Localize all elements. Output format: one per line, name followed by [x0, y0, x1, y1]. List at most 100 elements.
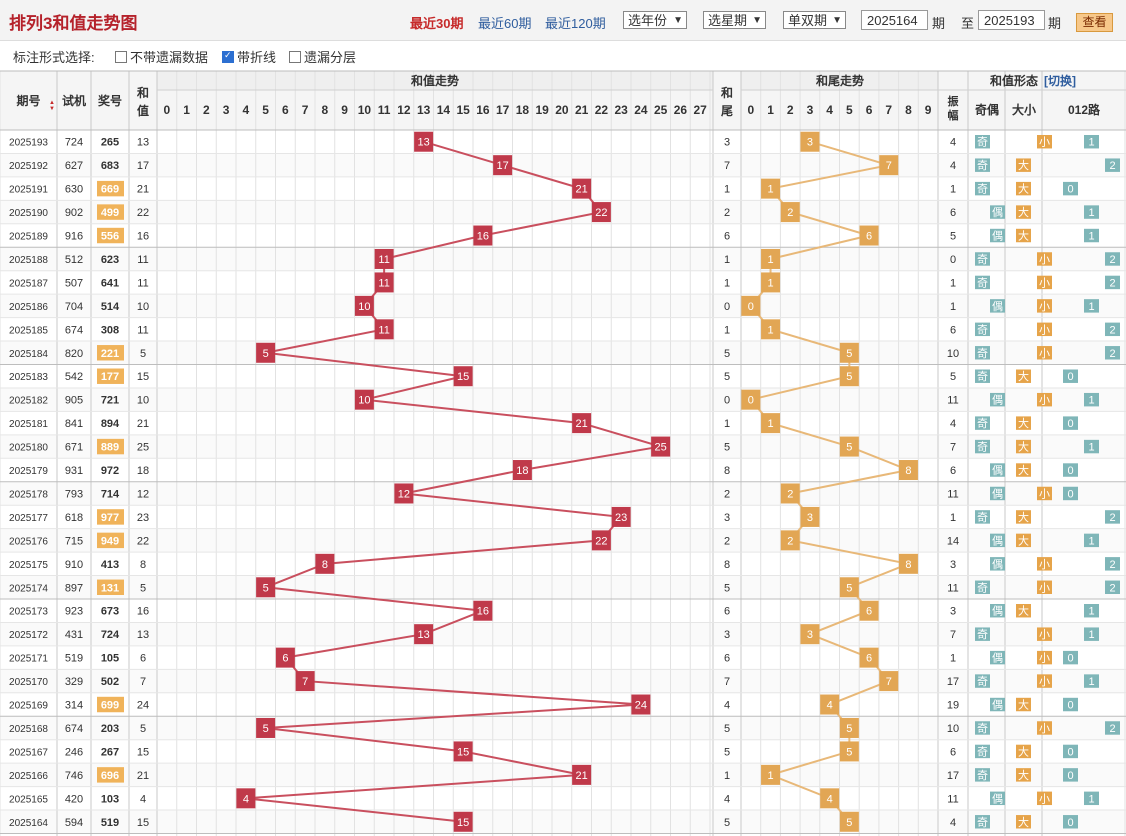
amp-cell: 0: [950, 254, 956, 266]
sum-cell: 5: [140, 723, 146, 735]
big-small-badge: [1016, 604, 1031, 618]
link-recent-30[interactable]: 最近30期: [410, 16, 464, 31]
tail-cell: 1: [724, 184, 730, 196]
option-layered[interactable]: 遗漏分层: [289, 47, 356, 66]
pair-highlight: [97, 579, 124, 595]
header-sum-trend: 和值走势: [410, 73, 459, 88]
tail-marker: [741, 295, 761, 316]
select-odd-even-issue[interactable]: 单双期 ▼: [783, 11, 846, 29]
sum-marker: [651, 436, 671, 457]
tail-marker-label: 3: [807, 512, 813, 524]
odd-even-label: 奇: [977, 675, 988, 688]
header-sum-col: 21: [575, 103, 589, 117]
tail-marker: [839, 717, 859, 738]
link-recent-120[interactable]: 最近120期: [545, 16, 606, 31]
tail-marker: [820, 694, 840, 715]
amp-cell: 1: [950, 512, 956, 524]
tail-cell: 8: [724, 559, 730, 571]
big-small-badge: [1016, 768, 1031, 782]
header-sum-col: 26: [674, 103, 688, 117]
tail-marker: [859, 225, 879, 246]
road-012-label: 1: [1088, 301, 1094, 313]
sum-marker: [473, 225, 493, 246]
tail-marker: [820, 788, 840, 809]
sum-marker: [394, 483, 414, 504]
row-bg: [0, 645, 1126, 670]
row-bg: [0, 130, 1126, 154]
odd-even-label: 奇: [977, 722, 988, 735]
trial-cell: 724: [65, 137, 83, 149]
tail-marker: [780, 202, 800, 223]
sum-marker-label: 7: [302, 676, 308, 688]
page-title: 排列3和值走势图: [9, 14, 138, 33]
select-year-value: 选年份: [628, 13, 668, 28]
road-012-badge: [1105, 346, 1120, 360]
odd-even-label: 偶: [992, 699, 1003, 712]
road-012-label: 1: [1088, 231, 1094, 243]
prize-cell: 699: [101, 700, 119, 712]
header-prize: 奖号: [98, 93, 122, 108]
road-012-badge: [1063, 181, 1078, 196]
odd-even-badge: [975, 815, 990, 829]
header-sum-col: 4: [243, 103, 250, 117]
tail-cell: 7: [724, 676, 730, 688]
row-bg: [0, 153, 1126, 177]
tail-marker: [839, 577, 859, 598]
amp-cell: 6: [950, 465, 956, 477]
row-bg: [0, 387, 1126, 412]
from-issue-input[interactable]: 2025164: [861, 10, 928, 30]
select-weekday[interactable]: 选星期 ▼: [703, 11, 766, 29]
header-012: 012路: [1068, 102, 1101, 117]
road-012-label: 0: [1067, 371, 1073, 383]
tail-marker-label: 5: [846, 442, 852, 454]
tail-cell: 7: [724, 160, 730, 172]
sum-marker: [236, 788, 256, 809]
view-button[interactable]: 查看: [1076, 13, 1113, 32]
odd-even-badge: [990, 486, 1005, 501]
prize-cell: 673: [101, 606, 119, 618]
big-small-badge: [1037, 299, 1052, 313]
road-012-badge: [1084, 228, 1099, 243]
trial-cell: 246: [65, 746, 83, 758]
big-small-label: 小: [1039, 300, 1050, 313]
checkbox-no-omission[interactable]: [115, 51, 127, 63]
header-sum-col: 5: [262, 103, 269, 117]
issue-cell: 2025193: [9, 138, 48, 149]
checkbox-polyline[interactable]: [222, 50, 234, 63]
option-polyline[interactable]: 带折线: [222, 47, 276, 66]
tail-marker-label: 6: [866, 606, 872, 618]
amp-cell: 5: [950, 231, 956, 243]
header-sum-col: 2: [203, 103, 210, 117]
tail-cell: 1: [724, 770, 730, 782]
option-no-omission[interactable]: 不带遗漏数据: [115, 47, 208, 66]
prize-cell: 724: [101, 629, 120, 641]
odd-even-label: 偶: [992, 558, 1003, 571]
row-bg: [0, 528, 1126, 553]
to-issue-input[interactable]: 2025193: [978, 10, 1045, 30]
odd-even-label: 偶: [992, 792, 1003, 805]
road-012-badge: [1105, 557, 1120, 571]
tail-cell: 1: [724, 418, 730, 430]
road-012-label: 2: [1109, 277, 1115, 289]
amp-cell: 11: [947, 582, 958, 594]
header-sum-col: 16: [476, 103, 490, 117]
big-small-badge: [1016, 463, 1031, 477]
road-012-label: 1: [1088, 676, 1094, 688]
trial-cell: 897: [65, 582, 83, 594]
issue-cell: 2025189: [9, 232, 48, 243]
sum-marker-label: 17: [497, 160, 509, 172]
checkbox-layered[interactable]: [289, 51, 301, 63]
trial-cell: 329: [65, 676, 83, 688]
tail-marker-label: 8: [905, 465, 911, 477]
tail-marker: [839, 436, 859, 457]
link-recent-60[interactable]: 最近60期: [478, 16, 532, 31]
trial-cell: 746: [65, 770, 83, 782]
header-odd-even: 奇偶: [975, 102, 999, 117]
tail-cell: 8: [724, 465, 730, 477]
big-small-label: 小: [1039, 628, 1050, 641]
odd-even-label: 奇: [977, 441, 988, 454]
odd-even-badge: [990, 650, 1005, 665]
road-012-badge: [1063, 416, 1078, 430]
select-year[interactable]: 选年份 ▼: [623, 11, 687, 29]
big-small-badge: [1037, 346, 1052, 360]
